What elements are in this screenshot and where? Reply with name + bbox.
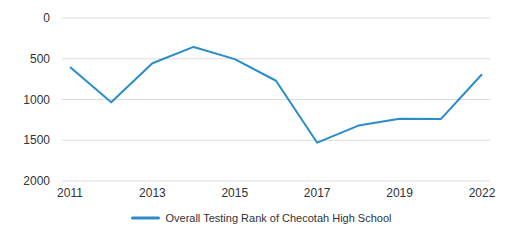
grid-line	[62, 181, 490, 182]
legend-swatch	[132, 217, 158, 220]
x-tick-label: 2019	[386, 186, 413, 200]
y-tick-label: 1500	[23, 133, 50, 147]
plot-area	[70, 47, 482, 143]
x-tick-label: 2011	[57, 186, 83, 200]
grid-line	[62, 58, 490, 59]
y-tick-label: 2000	[23, 174, 50, 188]
y-tick-label: 500	[30, 52, 50, 66]
chart-container: 0 500 1000 1500 2000 2011 2013 2015 2017 2019 2022…	[0, 0, 524, 230]
y-tick-label: 1000	[23, 93, 50, 107]
legend-label: Overall Testing Rank of Checotah High Sc…	[165, 212, 391, 224]
chart-svg: 0 500 1000 1500 2000 2011 2013 2015 2017 2019 2022…	[0, 0, 524, 230]
y-tick-label: 0	[43, 11, 50, 25]
grid-line	[62, 18, 490, 19]
grid-line	[62, 99, 490, 100]
grid-line	[62, 140, 490, 141]
x-tick-label: 2013	[139, 186, 166, 200]
x-tick-label: 2017	[304, 186, 331, 200]
x-tick-label: 2015	[221, 186, 248, 200]
x-tick-label: 2022	[469, 186, 496, 200]
series-line	[70, 47, 482, 143]
